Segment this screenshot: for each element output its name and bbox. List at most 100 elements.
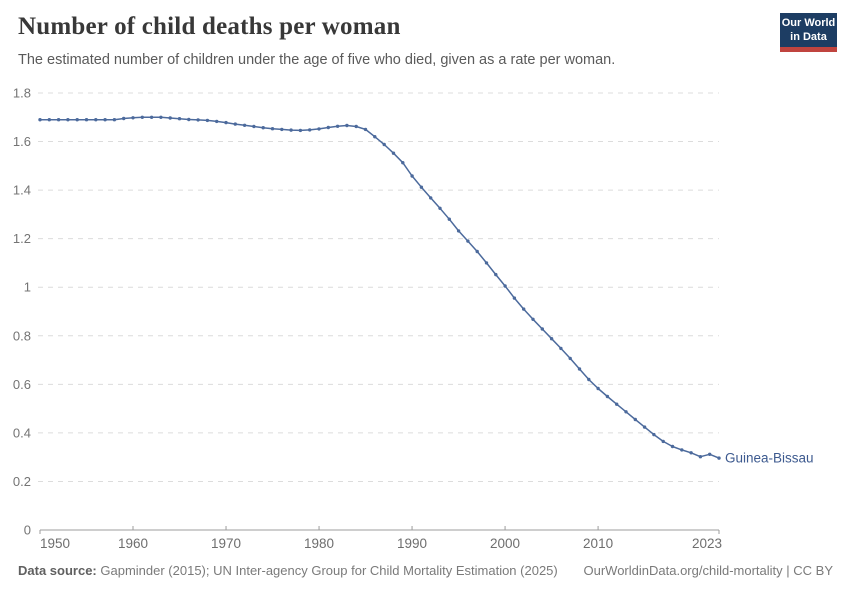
- data-point[interactable]: [149, 115, 154, 120]
- data-point[interactable]: [140, 115, 144, 120]
- data-series-guinea-bissau[interactable]: [38, 115, 721, 460]
- data-point[interactable]: [670, 444, 675, 449]
- y-gridlines: [38, 92, 719, 482]
- data-point[interactable]: [205, 118, 210, 123]
- data-point[interactable]: [698, 455, 703, 459]
- owid-logo[interactable]: Our World in Data: [780, 13, 837, 52]
- data-point[interactable]: [373, 135, 377, 139]
- y-tick-label: 1.6: [13, 134, 31, 149]
- data-point[interactable]: [456, 229, 461, 233]
- data-point[interactable]: [661, 439, 665, 444]
- data-point[interactable]: [112, 118, 117, 122]
- data-point[interactable]: [587, 377, 591, 382]
- data-point[interactable]: [615, 402, 619, 406]
- data-point[interactable]: [540, 327, 544, 331]
- data-point[interactable]: [391, 151, 396, 155]
- data-point[interactable]: [624, 410, 628, 414]
- data-source-note: Data source: Gapminder (2015); UN Inter-…: [18, 563, 558, 578]
- x-tick-label: 2023: [692, 536, 722, 551]
- data-point[interactable]: [494, 272, 498, 277]
- data-point[interactable]: [298, 128, 303, 133]
- data-point[interactable]: [410, 174, 414, 178]
- data-point[interactable]: [503, 284, 507, 288]
- data-point[interactable]: [159, 115, 163, 120]
- owid-logo-line2: in Data: [790, 30, 827, 43]
- data-point[interactable]: [438, 206, 442, 210]
- owid-logo-line1: Our World: [781, 17, 836, 29]
- data-point[interactable]: [270, 127, 275, 131]
- series-end-label[interactable]: Guinea-Bissau: [725, 451, 814, 466]
- data-point[interactable]: [131, 116, 135, 120]
- data-point[interactable]: [475, 249, 479, 254]
- data-point[interactable]: [308, 128, 312, 132]
- data-point[interactable]: [38, 118, 42, 122]
- x-tick-label: 1970: [211, 536, 241, 551]
- data-point[interactable]: [177, 117, 182, 121]
- data-point[interactable]: [66, 118, 70, 122]
- data-point[interactable]: [317, 127, 321, 131]
- data-point[interactable]: [419, 185, 424, 189]
- data-point[interactable]: [75, 118, 79, 122]
- data-point[interactable]: [484, 261, 489, 265]
- data-point[interactable]: [642, 425, 647, 429]
- data-point[interactable]: [522, 307, 526, 311]
- data-point[interactable]: [261, 126, 265, 130]
- data-point[interactable]: [224, 120, 228, 125]
- x-tick-label: 1990: [397, 536, 427, 551]
- y-tick-label: 1.4: [13, 183, 31, 198]
- data-point[interactable]: [559, 346, 563, 351]
- data-point[interactable]: [233, 122, 237, 126]
- data-point[interactable]: [335, 124, 340, 128]
- data-point[interactable]: [187, 117, 191, 122]
- data-point[interactable]: [363, 127, 368, 132]
- data-point[interactable]: [401, 161, 405, 165]
- x-tick-label: 1980: [304, 536, 334, 551]
- data-point[interactable]: [215, 119, 219, 124]
- data-point[interactable]: [122, 116, 126, 121]
- data-point[interactable]: [652, 432, 656, 437]
- data-point[interactable]: [94, 118, 98, 122]
- data-point[interactable]: [568, 356, 572, 361]
- data-point[interactable]: [429, 196, 433, 200]
- data-source-label: Data source:: [18, 563, 97, 578]
- chart-subtitle: The estimated number of children under t…: [18, 52, 616, 68]
- data-point[interactable]: [280, 127, 284, 132]
- series-end-label-group[interactable]: Guinea-Bissau: [725, 451, 814, 466]
- data-point[interactable]: [326, 125, 330, 130]
- y-axis-tick-labels: 0 0.2 0.4 0.6 0.8 1 1.2 1.4 1.6 1.8: [13, 86, 31, 538]
- data-point[interactable]: [531, 317, 535, 321]
- data-point[interactable]: [447, 217, 451, 221]
- data-point[interactable]: [168, 116, 172, 120]
- data-point[interactable]: [252, 124, 256, 129]
- data-point[interactable]: [689, 451, 693, 455]
- data-point[interactable]: [345, 123, 349, 128]
- data-point[interactable]: [56, 118, 61, 122]
- data-point[interactable]: [633, 417, 637, 422]
- data-point[interactable]: [289, 128, 293, 132]
- page-title: Number of child deaths per woman: [18, 13, 401, 40]
- data-point[interactable]: [596, 386, 600, 391]
- x-tick-label: 1960: [118, 536, 148, 551]
- data-point[interactable]: [680, 448, 684, 452]
- y-tick-label: 0: [24, 523, 31, 538]
- data-point[interactable]: [708, 452, 712, 456]
- y-tick-label: 1: [24, 280, 31, 295]
- data-point[interactable]: [549, 337, 554, 341]
- data-point[interactable]: [47, 118, 51, 122]
- data-point[interactable]: [103, 118, 107, 122]
- data-point[interactable]: [354, 124, 358, 129]
- owid-credit-link[interactable]: OurWorldinData.org/child-mortality | CC …: [583, 563, 834, 578]
- data-point[interactable]: [84, 118, 89, 122]
- data-point[interactable]: [466, 239, 470, 243]
- data-point[interactable]: [577, 367, 582, 371]
- data-point[interactable]: [242, 123, 247, 128]
- y-tick-label: 0.4: [13, 425, 31, 440]
- x-tick-label: 2000: [490, 536, 520, 551]
- data-point[interactable]: [512, 296, 517, 300]
- data-point[interactable]: [605, 394, 610, 399]
- data-point[interactable]: [717, 456, 721, 460]
- data-point[interactable]: [196, 118, 200, 122]
- x-tick-label: 2010: [583, 536, 613, 551]
- data-point[interactable]: [382, 142, 386, 147]
